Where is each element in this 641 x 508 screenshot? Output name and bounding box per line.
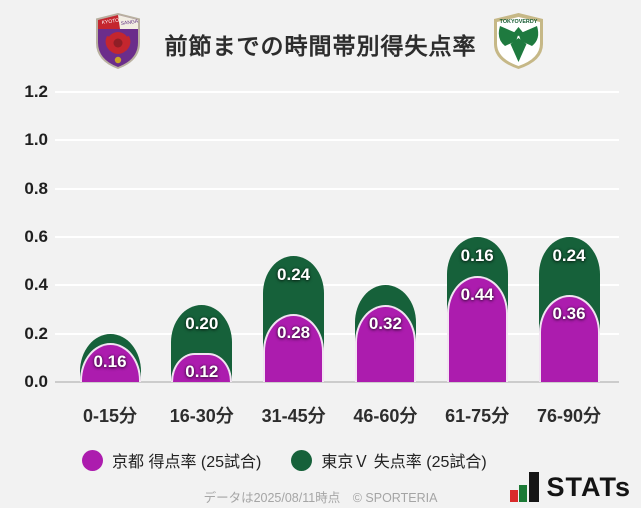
gridline-1.2 xyxy=(55,91,619,93)
legend-item-verdy-conceded: 東京Ｖ 失点率 (25試合) xyxy=(291,448,487,472)
value-label-conceded-16-30分: 0.20 xyxy=(185,313,219,333)
legend-swatch xyxy=(291,449,313,471)
value-label-scored-16-30分: 0.12 xyxy=(185,362,219,381)
y-tick-label-0.0: 0.0 xyxy=(24,372,48,391)
bar-scored-61-75分 xyxy=(446,275,508,382)
bar-scored-31-45分 xyxy=(263,314,325,382)
bar-chart-icon xyxy=(509,472,540,502)
legend-item-kyoto-scored: 京都 得点率 (25試合) xyxy=(82,448,261,472)
verdy-banner-text: TOKYOVERDY xyxy=(500,19,538,25)
y-tick-label-0.8: 0.8 xyxy=(24,178,48,198)
bar-scored-16-30分 xyxy=(171,353,233,382)
bar-scored-76-90分 xyxy=(538,295,600,382)
stats-brand-logo: STATs xyxy=(509,472,632,502)
gridline-0.6 xyxy=(55,236,619,238)
tokyo-verdy-logo: TOKYOVERDY xyxy=(494,13,543,69)
x-tick-label-16-30分: 16-30分 xyxy=(169,406,234,426)
verdy-eagle-icon xyxy=(498,26,539,62)
y-tick-label-0.2: 0.2 xyxy=(24,323,48,343)
value-label-scored-0-15分: 0.16 xyxy=(93,352,127,372)
stats-brand-text: STATs xyxy=(546,472,631,502)
value-label-scored-31-45分: 0.28 xyxy=(277,323,311,343)
y-tick-label-1.0: 1.0 xyxy=(24,130,48,150)
gridline-0.8 xyxy=(55,187,619,190)
gridline-0.4 xyxy=(55,284,619,287)
legend-label: 京都 得点率 (25試合) xyxy=(112,454,262,471)
gridline-0.0 xyxy=(55,381,619,383)
value-label-scored-76-90分: 0.36 xyxy=(552,304,586,323)
page-title: 前節までの時間帯別得失点率 xyxy=(164,33,477,59)
value-label-conceded-61-75分: 0.16 xyxy=(460,246,494,265)
value-label-conceded-76-90分: 0.24 xyxy=(552,246,586,265)
value-label-scored-61-75分: 0.44 xyxy=(460,284,494,304)
gridline-1.0 xyxy=(55,139,619,142)
kyoto-band-right-text: SANGA xyxy=(120,19,139,27)
legend-swatch xyxy=(82,449,103,471)
x-tick-label-61-75分: 61-75分 xyxy=(445,406,510,426)
gridline-0.2 xyxy=(55,332,619,335)
kyoto-sanga-logo: KYOTO SANGA xyxy=(96,13,140,69)
kyoto-band-left-text: KYOTO xyxy=(101,18,119,26)
x-tick-label-31-45分: 31-45分 xyxy=(261,406,326,426)
x-tick-label-76-90分: 76-90分 xyxy=(536,406,602,426)
value-label-scored-46-60分: 0.32 xyxy=(368,313,402,333)
legend-label: 東京Ｖ 失点率 (25試合) xyxy=(321,454,487,471)
value-label-conceded-31-45分: 0.24 xyxy=(277,265,311,285)
y-tick-label-0.6: 0.6 xyxy=(24,227,48,246)
chart-legend: 京都 得点率 (25試合) 東京Ｖ 失点率 (25試合) xyxy=(82,448,487,472)
x-tick-label-46-60分: 46-60分 xyxy=(353,406,418,426)
y-tick-label-0.4: 0.4 xyxy=(24,275,48,295)
bar-scored-46-60分 xyxy=(354,304,416,382)
y-tick-label-1.2: 1.2 xyxy=(24,82,48,101)
x-tick-label-0-15分: 0-15分 xyxy=(82,406,138,426)
data-source-note: データは2025/08/11時点 © SPORTERIA xyxy=(203,491,438,505)
